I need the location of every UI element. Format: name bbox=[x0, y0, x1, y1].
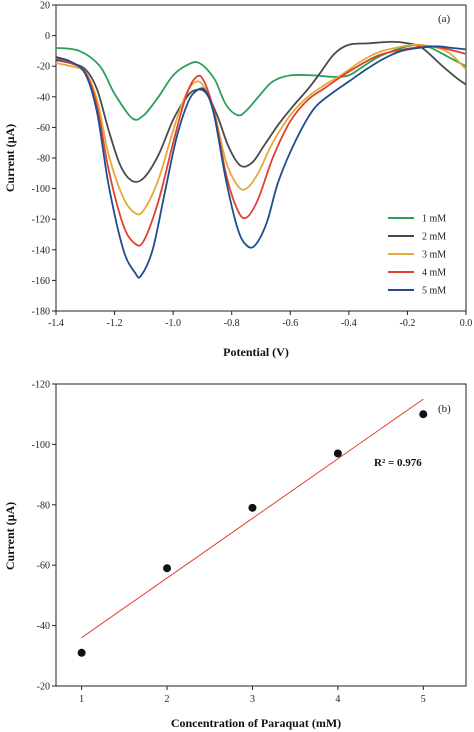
panel-a: -1.4 -1.2 -1.0 -0.8 -0.6 -0.4 -0.2 0.0 20 0 -20 -4… bbox=[3, 1, 472, 360]
panel-a-x-tick-label: -1.2 bbox=[107, 318, 123, 329]
panel-b-x-ticks: 1 2 3 4 5 bbox=[79, 686, 426, 705]
panel-a-y-tick-label: -120 bbox=[32, 215, 50, 226]
panel-b-y-axis-title: Current (μA) bbox=[3, 502, 17, 570]
panel-b-x-tick-label: 1 bbox=[79, 694, 84, 705]
panel-b-x-axis-title: Concentration of Paraquat (mM) bbox=[171, 716, 341, 730]
panel-a-x-tick-label: -0.8 bbox=[224, 318, 240, 329]
panel-b-annotation: R² = 0.976 bbox=[374, 457, 422, 469]
panel-a-label: (a) bbox=[438, 13, 451, 25]
panel-a-y-tick-label: 20 bbox=[40, 1, 50, 12]
panel-b-y-tick-label: -20 bbox=[37, 682, 50, 693]
data-point bbox=[333, 449, 342, 458]
panel-b-plot-frame bbox=[55, 383, 467, 687]
panel-a-legend: 1 mM 2 mM 3 mM 4 mM 5 mM bbox=[388, 214, 446, 297]
panel-a-x-tick-label: -0.4 bbox=[341, 318, 357, 329]
panel-a-y-ticks: 20 0 -20 -40 -60 -80 -100 -120 -140 -160 -180 bbox=[32, 1, 56, 318]
panel-a-y-tick-label: -20 bbox=[37, 62, 50, 73]
panel-a-x-tick-label: -1.0 bbox=[165, 318, 181, 329]
panel-a-y-tick-label: -180 bbox=[32, 307, 50, 318]
panel-b: 1 2 3 4 5 -20 -40 -60 -80 -100 -120 (b) R² = 0.97… bbox=[3, 380, 467, 730]
panel-a-x-tick-label: 0.0 bbox=[460, 318, 473, 329]
legend-label: 3 mM bbox=[422, 250, 446, 261]
panel-b-x-tick-label: 4 bbox=[335, 694, 340, 705]
panel-b-x-tick-label: 3 bbox=[250, 694, 255, 705]
legend-label: 5 mM bbox=[422, 286, 446, 297]
panel-b-y-tick-label: -100 bbox=[32, 440, 50, 451]
series-line-2-mm bbox=[55, 40, 467, 183]
fit-line bbox=[81, 398, 424, 639]
data-point bbox=[77, 648, 86, 657]
panel-b-y-tick-label: -60 bbox=[37, 561, 50, 572]
panel-b-y-tick-label: -80 bbox=[37, 500, 50, 511]
panel-a-y-tick-label: -160 bbox=[32, 276, 50, 287]
panel-a-y-tick-label: -80 bbox=[37, 154, 50, 165]
panel-b-x-tick-label: 2 bbox=[165, 694, 170, 705]
panel-a-x-axis-title: Potential (V) bbox=[223, 345, 289, 359]
panel-b-y-ticks: -20 -40 -60 -80 -100 -120 bbox=[32, 380, 56, 693]
panel-b-points bbox=[77, 410, 428, 657]
panel-a-y-tick-label: 0 bbox=[45, 31, 50, 42]
series-line-5-mm bbox=[55, 45, 467, 279]
panel-a-y-tick-label: -100 bbox=[32, 184, 50, 195]
panel-a-x-tick-label: -0.6 bbox=[282, 318, 298, 329]
panel-b-y-tick-label: -40 bbox=[37, 621, 50, 632]
panel-b-label: (b) bbox=[438, 403, 451, 415]
panel-a-y-tick-label: -40 bbox=[37, 92, 50, 103]
panel-b-fit-line-group bbox=[81, 398, 424, 639]
series-line-4-mm bbox=[55, 45, 467, 247]
series-line-3-mm bbox=[55, 43, 467, 216]
legend-label: 1 mM bbox=[422, 214, 446, 225]
data-point bbox=[248, 503, 257, 512]
panel-a-y-tick-label: -140 bbox=[32, 245, 50, 256]
panel-a-x-tick-label: -0.2 bbox=[400, 318, 416, 329]
series-line-1-mm bbox=[55, 43, 467, 121]
data-point bbox=[163, 564, 172, 573]
data-point bbox=[419, 410, 428, 419]
legend-label: 4 mM bbox=[422, 268, 446, 279]
panel-b-x-tick-label: 5 bbox=[421, 694, 426, 705]
panel-a-y-tick-label: -60 bbox=[37, 123, 50, 134]
panel-a-series-lines bbox=[55, 40, 467, 279]
panel-a-x-ticks: -1.4 -1.2 -1.0 -0.8 -0.6 -0.4 -0.2 0.0 bbox=[48, 311, 472, 329]
legend-label: 2 mM bbox=[422, 232, 446, 243]
panel-a-y-axis-title: Current (μA) bbox=[3, 124, 17, 192]
panel-a-x-tick-label: -1.4 bbox=[48, 318, 64, 329]
panel-b-y-tick-label: -120 bbox=[32, 380, 50, 391]
